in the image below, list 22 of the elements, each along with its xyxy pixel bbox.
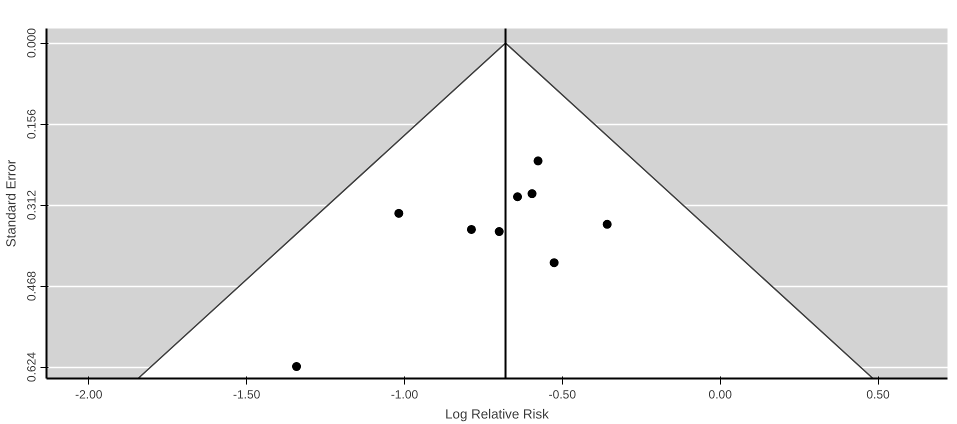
- x-tick-label: -0.50: [548, 388, 576, 402]
- point: [292, 362, 302, 372]
- x-tick-label: 0.50: [866, 388, 890, 402]
- x-axis-title: Log Relative Risk: [445, 406, 550, 422]
- y-tick-label: 0.624: [24, 352, 38, 382]
- x-tick-label: -2.00: [75, 388, 103, 402]
- point: [466, 224, 476, 234]
- point: [494, 227, 504, 236]
- y-tick-label: 0.000: [24, 28, 38, 58]
- point: [602, 220, 612, 229]
- x-tick-label: -1.50: [232, 388, 261, 402]
- y-tick-label: 0.468: [24, 270, 38, 302]
- y-tick-label: 0.156: [24, 108, 38, 140]
- point: [550, 258, 559, 268]
- point: [513, 192, 522, 202]
- y-axis-title: Standard Error: [4, 159, 18, 248]
- point: [394, 208, 404, 218]
- point: [528, 189, 537, 198]
- y-tick-label: 0.312: [24, 190, 38, 220]
- x-tick-label: -1.00: [390, 388, 419, 402]
- point: [534, 156, 543, 166]
- x-tick-label: 0.00: [708, 388, 732, 402]
